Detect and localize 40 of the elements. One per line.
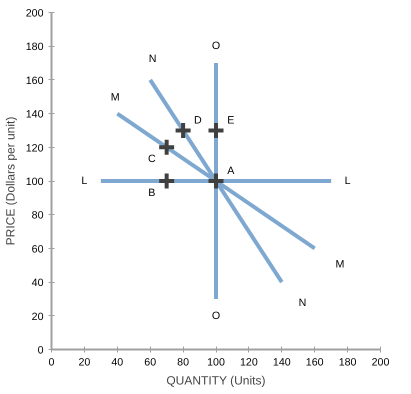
x-tick-label: 0 <box>48 356 55 368</box>
x-tick-label: 140 <box>272 356 291 368</box>
x-tick-label: 200 <box>372 356 390 368</box>
series-label: M <box>110 92 120 104</box>
y-tick-label: 140 <box>26 108 44 121</box>
y-tick-label: 20 <box>32 310 44 323</box>
x-tick-label: 100 <box>207 356 225 368</box>
annotation: C <box>148 153 156 166</box>
text: O <box>212 310 220 322</box>
y-tick-label: 120 <box>26 142 44 154</box>
annotation: B <box>148 186 156 199</box>
series-label: O <box>212 40 220 52</box>
series-label: N <box>148 53 156 66</box>
annotation: A <box>227 164 236 177</box>
y-tick-label: 40 <box>32 277 44 290</box>
series-label: L <box>81 175 88 187</box>
y-axis-title: PRICE (Dollars per unit) <box>4 116 18 246</box>
annotation: E <box>227 114 234 126</box>
y-tick-label: 160 <box>26 74 44 87</box>
y-tick-label: 0 <box>38 344 44 356</box>
annotation: D <box>194 114 202 126</box>
point <box>157 172 176 190</box>
text: L <box>344 175 351 187</box>
x-tick-label: 160 <box>306 356 324 368</box>
y-tick-label: 100 <box>26 176 44 188</box>
x-axis-title: QUANTITY (Units) <box>166 374 266 388</box>
x-tick-label: 80 <box>177 356 190 368</box>
x-tick-label: 120 <box>240 356 258 368</box>
y-tick-label: 180 <box>26 41 44 54</box>
x-tick-label: 40 <box>111 356 124 368</box>
text: N <box>298 296 306 309</box>
y-tick-label: 80 <box>32 210 44 222</box>
point <box>206 172 226 190</box>
y-tick-label: 60 <box>32 243 44 256</box>
y-tick-label: 200 <box>26 8 44 20</box>
text: M <box>335 258 344 270</box>
x-tick-label: 60 <box>144 356 156 368</box>
point <box>157 138 176 157</box>
x-tick-label: 180 <box>338 356 357 368</box>
x-tick-label: 20 <box>78 356 90 368</box>
